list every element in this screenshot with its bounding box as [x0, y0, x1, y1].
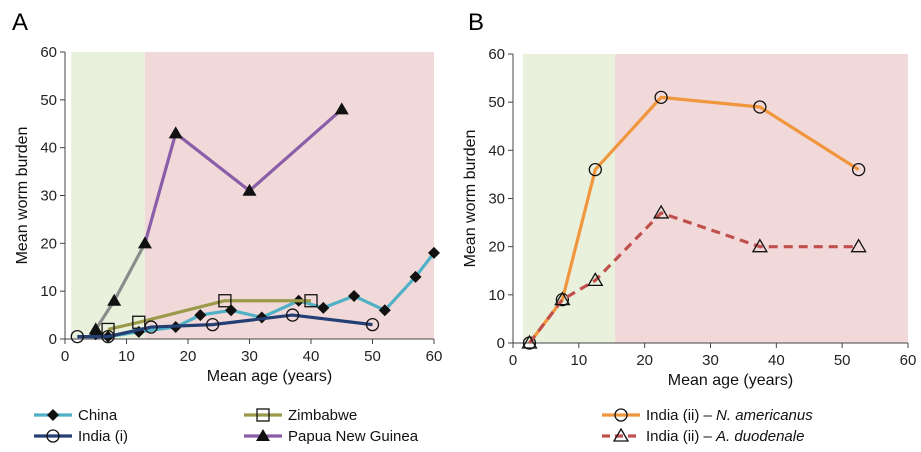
panel-b-y-tick-label: 10: [488, 287, 505, 304]
panel-a-series-2-point-3: [218, 294, 232, 308]
panel-b-y-axis-label: Mean worm burden: [462, 130, 479, 268]
panel-a-series-3-group: [70, 308, 380, 344]
panel-a-series-4-line: [143, 108, 343, 244]
panel-a-series-4-point-5: [242, 183, 257, 196]
legend-b-marker-2: [612, 427, 630, 442]
panel-b-series-2-point-6: [850, 238, 867, 253]
legend-b-label-1-prefix: India (ii) –: [646, 407, 716, 424]
panel-a-series-2-line: [107, 299, 311, 331]
panel-b-y-tick-label: 30: [488, 191, 505, 208]
panel-a-series-3-line: [77, 313, 373, 339]
panel-a-series-4-point-2: [107, 293, 122, 306]
legend-a-marker-3: [46, 429, 60, 443]
legend-b-label-1: India (ii) – N. americanus: [646, 407, 813, 424]
panel-b-chart: B 0 10 20 30 40 50 60 0 10 20 30 40 50 60 Mean age (yea…: [462, 9, 916, 389]
panel-a-series-3-point-2: [101, 329, 115, 344]
panel-a-y-tick-label: 30: [40, 188, 57, 205]
panel-a-series-1-point-5: [194, 309, 207, 322]
panel-b-series-2-point-5: [751, 238, 769, 253]
panel-a-series-2-point-4: [304, 294, 318, 308]
panel-b-x-tick-label: 40: [768, 352, 785, 369]
panel-a-chart: A 0 10 20 30 40 50 60 0 10 20 30 40 50 60 Mean age (yea…: [12, 9, 442, 385]
legend-b-label-2-species: A. duodenale: [715, 428, 804, 445]
panel-b-y-tick-label: 60: [488, 46, 505, 63]
legend-b-label-1-species: N. americanus: [716, 407, 813, 424]
panel-a-x-tick-label: 50: [364, 348, 381, 365]
panel-b-series-2-point-4: [652, 204, 670, 219]
panel-b-x-tick-label: 20: [636, 352, 653, 369]
panel-b-x-axis-label: Mean age (years): [668, 372, 793, 389]
panel-b-x-tick-label: 60: [900, 352, 917, 369]
panel-a-legend: China Zimbabwe India (i) Papua New Guinea: [34, 407, 419, 445]
panel-a-x-tick-label: 60: [426, 348, 443, 365]
panel-b-x-tick-label: 0: [509, 352, 517, 369]
panel-a-series-4-point-3: [137, 236, 152, 249]
panel-a-series-3-point-5: [285, 308, 300, 322]
panel-b-x-tick-label: 10: [570, 352, 587, 369]
panel-a-series-1-point-9: [317, 301, 330, 314]
panel-b-series-2-point-1: [521, 334, 538, 349]
legend-a-marker-4: [256, 429, 270, 441]
panel-a-y-tick-label: 50: [40, 92, 57, 109]
panel-b-y-tick-label: 0: [497, 335, 505, 352]
panel-a-x-tick-label: 30: [241, 348, 258, 365]
panel-a-x-tick-label: 0: [61, 348, 69, 365]
panel-b-series-1-point-4: [654, 90, 668, 104]
panel-b-series-2-group: [521, 204, 867, 349]
panel-a-age-band-2: [144, 52, 434, 339]
panel-b-y-tick-label: 20: [488, 239, 505, 256]
panel-b-series-2-point-2: [554, 291, 571, 306]
panel-a-series-4-point-6: [334, 102, 349, 115]
legend-a-label-3: India (i): [78, 428, 128, 445]
legend-a-marker-2: [256, 408, 270, 422]
legend-b-marker-1: [614, 408, 628, 422]
panel-a-series-4-point-1: [88, 322, 103, 335]
panel-a-y-tick-label: 0: [49, 331, 57, 348]
panel-a-y-tick-label: 10: [40, 283, 57, 300]
panel-b-series-1-point-5: [753, 100, 767, 114]
panel-b-x-tick-label: 50: [834, 352, 851, 369]
panel-a-y-tick-label: 40: [40, 140, 57, 157]
panel-a-x-axis-label: Mean age (years): [207, 368, 332, 385]
panel-a-series-1-point-11: [378, 304, 391, 317]
panel-b-x-tick-label: 30: [702, 352, 719, 369]
panel-b-series-1-point-3: [588, 162, 602, 177]
legend-a-label-1: China: [78, 407, 118, 424]
legend-b-label-2-prefix: India (ii) –: [646, 428, 716, 445]
panel-a-series-3-point-4: [205, 317, 220, 332]
legend-a-marker-1: [47, 409, 59, 421]
panel-a-series-3-point-6: [365, 317, 380, 332]
legend-a-label-2: Zimbabwe: [288, 407, 357, 424]
panel-a-series-4-point-4: [168, 126, 183, 139]
panel-a-x-tick-label: 10: [118, 348, 135, 365]
panel-a-series-1-point-10: [348, 289, 361, 302]
panel-b-series-2-point-3: [587, 272, 604, 287]
panel-a-x-tick-label: 20: [180, 348, 197, 365]
panel-b-series-1-point-6: [851, 162, 866, 177]
panel-a-panel-letter: A: [12, 9, 28, 36]
panel-a-series-3-point-3: [144, 320, 158, 334]
panel-a-series-3-point-1: [70, 329, 84, 344]
panel-a-series-4-group: [88, 102, 349, 335]
panel-a-series-1-point-13: [428, 246, 440, 259]
panel-a-age-band-1: [71, 52, 145, 339]
panel-a-x-tick-label: 40: [303, 348, 320, 365]
panel-a-y-tick-label: 20: [40, 235, 57, 252]
panel-b-series-2-line: [528, 211, 859, 344]
panel-a-y-axis-label: Mean worm burden: [14, 127, 31, 265]
panel-b-y-tick-label: 40: [488, 142, 505, 159]
legend-b-label-2: India (ii) – A. duodenale: [646, 428, 804, 445]
legend-a-label-4: Papua New Guinea: [288, 428, 419, 445]
panel-a-series-1-point-12: [409, 270, 422, 283]
panel-b-y-tick-label: 50: [488, 94, 505, 111]
panel-a-y-tick-label: 60: [40, 44, 57, 61]
panel-b-panel-letter: B: [468, 9, 484, 36]
